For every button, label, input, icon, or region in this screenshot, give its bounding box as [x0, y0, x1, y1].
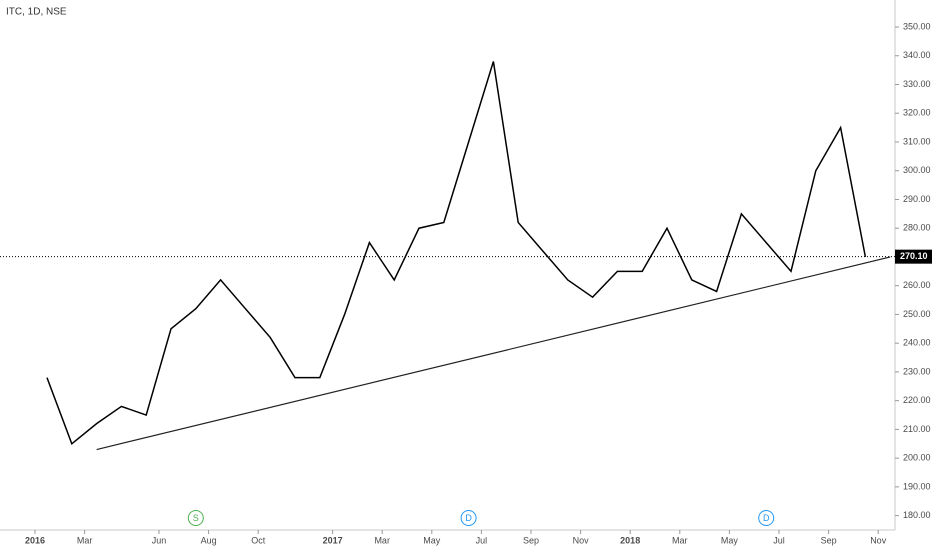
y-tick-label: 300.00 — [903, 165, 931, 175]
x-tick-label: May — [423, 535, 441, 545]
x-tick-label: May — [721, 535, 739, 545]
y-tick-label: 190.00 — [903, 481, 931, 491]
x-tick-label: Aug — [201, 535, 217, 545]
event-label: D — [465, 513, 472, 523]
x-tick-label: Oct — [251, 535, 266, 545]
y-tick-label: 350.00 — [903, 21, 931, 31]
last-price-badge — [895, 249, 932, 264]
chart-title: ITC, 1D, NSE — [6, 7, 67, 18]
event-marker — [460, 510, 477, 526]
trendline — [96, 256, 891, 451]
last-price-label: 270.10 — [900, 251, 928, 261]
x-tick-label: Nov — [870, 535, 887, 545]
x-tick-label: Sep — [523, 535, 539, 545]
price-line — [46, 61, 867, 446]
x-tick-label: Mar — [672, 535, 688, 545]
y-tick-label: 260.00 — [903, 280, 931, 290]
y-tick-label: 210.00 — [903, 424, 931, 434]
event-marker — [758, 510, 775, 526]
x-tick-label: 2016 — [25, 535, 45, 545]
x-tick-label: 2017 — [323, 535, 343, 545]
y-tick-label: 290.00 — [903, 194, 931, 204]
y-tick-label: 240.00 — [903, 338, 931, 348]
x-tick-label: Sep — [821, 535, 837, 545]
y-tick-label: 250.00 — [903, 309, 931, 319]
x-tick-label: Nov — [573, 535, 590, 545]
y-tick-label: 320.00 — [903, 108, 931, 118]
x-tick-label: Mar — [77, 535, 93, 545]
x-tick-label: Jun — [152, 535, 167, 545]
event-marker — [187, 510, 204, 526]
y-tick-label: 230.00 — [903, 366, 931, 376]
y-tick-label: 340.00 — [903, 50, 931, 60]
y-tick-label: 220.00 — [903, 395, 931, 405]
y-tick-label: 180.00 — [903, 510, 931, 520]
y-tick-label: 330.00 — [903, 79, 931, 89]
x-tick-label: Jul — [773, 535, 785, 545]
x-tick-label: Mar — [374, 535, 390, 545]
y-tick-label: 310.00 — [903, 136, 931, 146]
x-tick-label: Jul — [476, 535, 488, 545]
y-tick-label: 280.00 — [903, 223, 931, 233]
y-tick-label: 200.00 — [903, 453, 931, 463]
event-label: D — [763, 513, 770, 523]
x-tick-label: 2018 — [620, 535, 640, 545]
event-label: S — [193, 513, 199, 523]
